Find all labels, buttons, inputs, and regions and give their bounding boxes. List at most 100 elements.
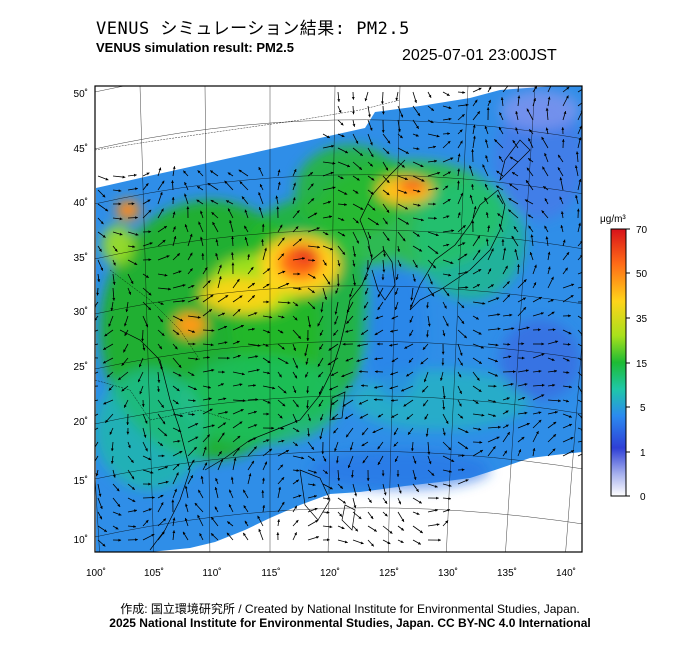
wind-arrow-head <box>184 193 187 197</box>
wind-arrow-head <box>460 362 463 366</box>
wind-arrow-head <box>381 130 385 133</box>
wind-arrow-head <box>402 238 406 242</box>
wind-arrow-head <box>165 466 168 469</box>
wind-arrow-head <box>496 185 499 189</box>
wind-arrow-head <box>211 533 214 537</box>
wind-arrow-head <box>566 95 569 99</box>
wind-arrow-head <box>435 187 439 191</box>
wind-arrow-head <box>276 532 280 535</box>
wind-arrow-head <box>433 145 436 149</box>
wind-arrow-head <box>547 96 551 100</box>
wind-arrow-head <box>239 295 243 299</box>
wind-arrow-head <box>436 134 440 138</box>
wind-arrow-head <box>358 370 362 373</box>
wind-arrow-head <box>91 331 94 334</box>
wind-arrow-head <box>311 198 315 202</box>
colorbar-tick-label: 35 <box>636 314 648 325</box>
wind-arrow-head <box>197 170 201 174</box>
wind-arrow-head <box>197 514 200 518</box>
colorbar-tick-label: 70 <box>636 225 648 236</box>
wind-arrow-head <box>323 458 327 462</box>
wind-arrow-head <box>426 305 429 309</box>
wind-arrow-head <box>528 138 531 142</box>
wind-arrow-head <box>563 111 567 115</box>
wind-arrow-head <box>427 323 431 327</box>
wind-arrow-head <box>364 98 368 102</box>
wind-arrow-head <box>496 170 500 174</box>
wind-arrow-head <box>177 439 181 443</box>
wind-arrow-head <box>512 172 515 175</box>
wind-arrow-head <box>227 172 231 176</box>
wind-arrow-head <box>440 377 443 381</box>
wind-arrow-head <box>305 361 309 365</box>
wind-arrow-head <box>294 532 297 536</box>
wind-arrow-head <box>253 384 256 387</box>
wind-arrow-head <box>493 384 497 388</box>
wind-arrow-head <box>498 425 501 429</box>
wind-arrow-head <box>334 311 338 315</box>
wind-arrow-head <box>355 220 359 224</box>
wind-arrow-head <box>404 191 408 194</box>
wind-arrow-head <box>340 122 344 126</box>
wind-arrow-head <box>395 458 398 462</box>
wind-arrow-head <box>476 284 480 287</box>
wind-arrow-head <box>318 374 322 378</box>
wind-arrow-head <box>182 299 185 303</box>
wind-arrow-head <box>366 478 370 481</box>
wind-arrow-head <box>401 527 404 531</box>
wind-arrow-head <box>578 179 582 182</box>
wind-arrow-head <box>330 171 334 175</box>
wind-arrow-head <box>293 169 297 173</box>
wind-arrow-head <box>112 282 116 285</box>
wind-arrow-head <box>401 164 405 168</box>
wind-arrow-head <box>445 323 449 327</box>
wind-arrow-head <box>582 100 585 103</box>
wind-arrow-head <box>517 264 520 267</box>
wind-arrow-head <box>554 411 558 414</box>
wind-arrow-head <box>184 518 188 521</box>
wind-arrow-head <box>138 379 141 383</box>
wind-arrow-head <box>178 429 182 432</box>
colorbar-unit: μg/m³ <box>600 214 626 225</box>
wind-arrow <box>577 110 582 121</box>
wind-arrow-head <box>385 167 388 171</box>
wind-arrow <box>577 385 582 394</box>
wind-arrow-head <box>145 520 149 523</box>
wind-arrow-head <box>389 386 393 390</box>
wind-arrow-head <box>112 474 116 478</box>
wind-arrow-head <box>200 210 203 214</box>
wind-arrow-head <box>341 374 345 377</box>
wind-arrow-head <box>389 530 393 534</box>
wind-arrow-head <box>267 268 270 272</box>
wind-arrow-head <box>522 397 526 400</box>
wind-arrow-head <box>334 321 337 325</box>
wind-arrow-head <box>275 195 279 199</box>
wind-arrow-head <box>497 327 501 331</box>
wind-arrow-head <box>161 404 164 408</box>
wind-arrow-head <box>418 500 422 504</box>
wind-arrow-head <box>461 305 465 308</box>
wind-arrow-head <box>207 280 211 284</box>
wind-arrow-head <box>398 501 401 505</box>
wind-arrow-head <box>428 94 432 98</box>
wind-arrow-head <box>465 271 469 274</box>
wind-arrow-head <box>416 512 420 515</box>
wind-arrow-head <box>547 251 551 255</box>
wind-arrow-head <box>408 359 412 363</box>
wind-arrow-head <box>410 297 414 301</box>
wind-arrow-head <box>214 487 218 490</box>
wind-arrow-head <box>458 403 462 407</box>
wind-arrow-head <box>586 85 589 88</box>
wind-arrow-head <box>353 282 356 286</box>
wind-arrow-head <box>566 252 570 256</box>
wind-arrow <box>95 301 99 307</box>
wind-arrow-head <box>266 439 270 442</box>
wind-arrow-head <box>255 398 259 401</box>
wind-arrow-head <box>436 523 440 526</box>
wind-arrow-head <box>210 200 214 203</box>
wind-arrow-head <box>342 233 346 237</box>
wind-arrow-head <box>494 139 498 143</box>
wind-arrow-head <box>319 436 323 440</box>
wind-arrow-head <box>500 97 504 100</box>
wind-arrow-head <box>374 332 378 335</box>
